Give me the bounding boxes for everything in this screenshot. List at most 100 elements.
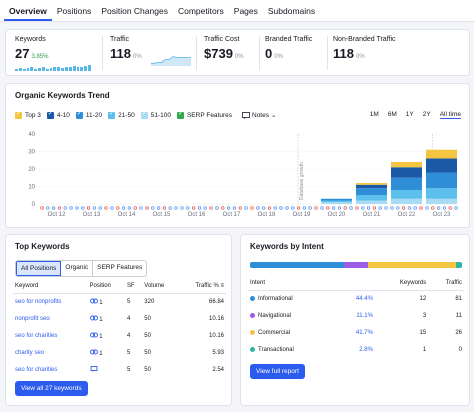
chevron-down-icon: ⌄ [270,112,277,119]
subtab-serp-features[interactable]: SERP Features [97,264,143,271]
table-row: Navigational 11.1% 3 11 [248,308,464,325]
mini-bar [64,67,68,71]
serp-marker [296,206,301,210]
position-value: 1 [99,334,103,340]
keywords-mini-chart [15,65,91,71]
serp-marker [232,206,237,210]
keyword-link[interactable]: charity seo [15,350,45,356]
view-all-keywords-button[interactable]: View all 27 keywords [15,381,88,396]
table-row: Commercial 41.7% 15 26 [248,325,464,342]
metric-traffic[interactable]: Traffic 118 0% [110,36,142,61]
divider [327,36,328,70]
keyword-link[interactable]: nonprofit seo [15,316,50,322]
intent-dot [250,346,255,352]
serp-marker [355,206,359,210]
range-1y[interactable]: 1Y [405,111,414,118]
checkbox-icon [140,110,148,119]
col-position[interactable]: Position [87,283,126,294]
notes-dropdown[interactable]: Notes ⌄ [242,111,276,119]
keywords-by-intent-panel: Keywords by Intent Intent Keywords Traff… [240,234,470,406]
position-cell: 1 [88,328,126,345]
serp-marker [390,206,394,210]
serp-marker [221,206,225,210]
table-header: Intent Keywords Traffic [248,280,464,291]
legend-21-50[interactable]: 21-50 [108,110,135,119]
legend-51-100[interactable]: 51-100 [140,110,171,119]
traffic-cell: 10.16 [208,333,224,339]
serp-marker [209,206,213,210]
col-sf[interactable]: SF [125,283,143,294]
serp-marker [337,206,342,210]
view-full-report-button[interactable]: View full report [250,364,305,379]
serp-marker [361,206,365,210]
traffic-sparkline [151,56,191,66]
table-row: nonprofit seo 1 4 50 10.16 [13,311,226,328]
report-tabs: Overview Positions Position Changes Comp… [0,0,474,22]
serp-marker [162,206,167,210]
col-intent: Intent [248,280,338,291]
serp-marker [396,206,400,210]
metric-value: 118 0% [333,46,396,61]
keywords-value: 27 [15,46,30,61]
position-value: 1 [99,317,103,323]
metric-keywords[interactable]: Keywords 27 3.85% [15,36,48,61]
tab-subdomains[interactable]: Subdomains [267,6,316,16]
serp-marker [302,206,307,210]
subtab-all-positions[interactable]: All Positions [16,261,62,276]
keyword-link[interactable]: seo for charities [15,333,58,339]
legend-label: Top 3 [25,111,41,119]
intent-segment [250,262,345,268]
checkbox-icon [46,110,54,119]
intent-segment [367,262,457,268]
col-traffic[interactable]: Traffic % ≡ [177,283,226,294]
metric-non-branded-traffic[interactable]: Non-Branded Traffic 118 0% [333,36,396,61]
tab-pages[interactable]: Pages [233,6,258,16]
legend-serp-features[interactable]: SERP Features [176,110,232,119]
panel-title: Organic Keywords Trend [15,91,110,100]
tab-competitors[interactable]: Competitors [177,6,224,16]
keyword-link[interactable]: seo for nonprofits [15,299,62,306]
x-tick-label: Oct 21 [363,212,381,218]
traffic-cell: 5.93 [212,350,224,356]
col-pct [338,280,375,291]
sort-icon: ≡ [220,283,224,289]
range-2y[interactable]: 2Y [422,111,431,118]
range-1m[interactable]: 1M [369,111,379,118]
metric-traffic-cost[interactable]: Traffic Cost $739 0% [204,36,244,61]
notes-icon [242,111,250,119]
traffic-cost-value: $739 [204,46,233,61]
keyword-link[interactable]: seo for charities [15,367,58,373]
metric-branded-traffic[interactable]: Branded Traffic 0 0% [265,36,312,61]
intent-pct[interactable]: 11.1% [356,313,373,319]
intent-pct[interactable]: 41.7% [355,330,373,336]
serp-marker [436,206,441,210]
range-all-time[interactable]: All time [439,111,461,119]
keywords-pct: 3.85% [31,54,49,60]
tab-overview[interactable]: Overview [4,0,52,21]
legend-top-3[interactable]: Top 3 [15,110,41,119]
x-tick-label: Oct 12 [48,212,66,218]
tab-positions[interactable]: Positions [56,6,92,16]
serp-marker [419,206,423,210]
link-icon [89,298,98,306]
x-tick-label: Oct 13 [83,212,101,218]
sf-cell: 4 [127,316,131,322]
intent-pct[interactable]: 44.4% [355,296,373,303]
col-keyword[interactable]: Keyword [13,283,88,294]
legend-11-20[interactable]: 11-20 [75,110,102,119]
range-6m[interactable]: 6M [387,111,397,118]
link-icon [89,315,98,323]
bar-segment [321,202,352,204]
serp-marker [407,206,412,210]
intent-segment [456,262,462,268]
intent-pct[interactable]: 2.8% [359,347,373,353]
serp-marker [343,206,347,210]
metric-label: Branded Traffic [265,36,313,43]
subtab-organic[interactable]: Organic [61,261,94,276]
tab-position-changes[interactable]: Position Changes [101,6,168,16]
col-volume[interactable]: Volume [142,283,178,294]
y-tick-label: 20 [28,167,35,173]
serp-marker [46,206,50,210]
legend-4-10[interactable]: 4-10 [46,110,70,119]
serp-marker [378,206,382,210]
